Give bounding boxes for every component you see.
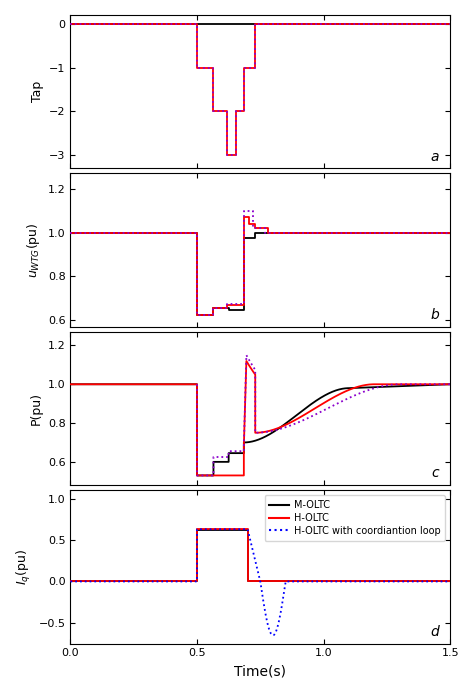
Text: a: a xyxy=(430,150,439,164)
Text: b: b xyxy=(430,308,439,322)
Y-axis label: P(pu): P(pu) xyxy=(29,392,42,425)
Text: d: d xyxy=(430,625,439,639)
Y-axis label: $I_q$(pu): $I_q$(pu) xyxy=(15,549,33,585)
Text: c: c xyxy=(431,466,439,480)
Y-axis label: $u_{WTG}$(pu): $u_{WTG}$(pu) xyxy=(25,222,42,278)
Legend: M-OLTC, H-OLTC, H-OLTC with coordiantion loop: M-OLTC, H-OLTC, H-OLTC with coordiantion… xyxy=(264,495,446,541)
Y-axis label: Tap: Tap xyxy=(30,81,44,103)
X-axis label: Time(s): Time(s) xyxy=(234,664,286,678)
